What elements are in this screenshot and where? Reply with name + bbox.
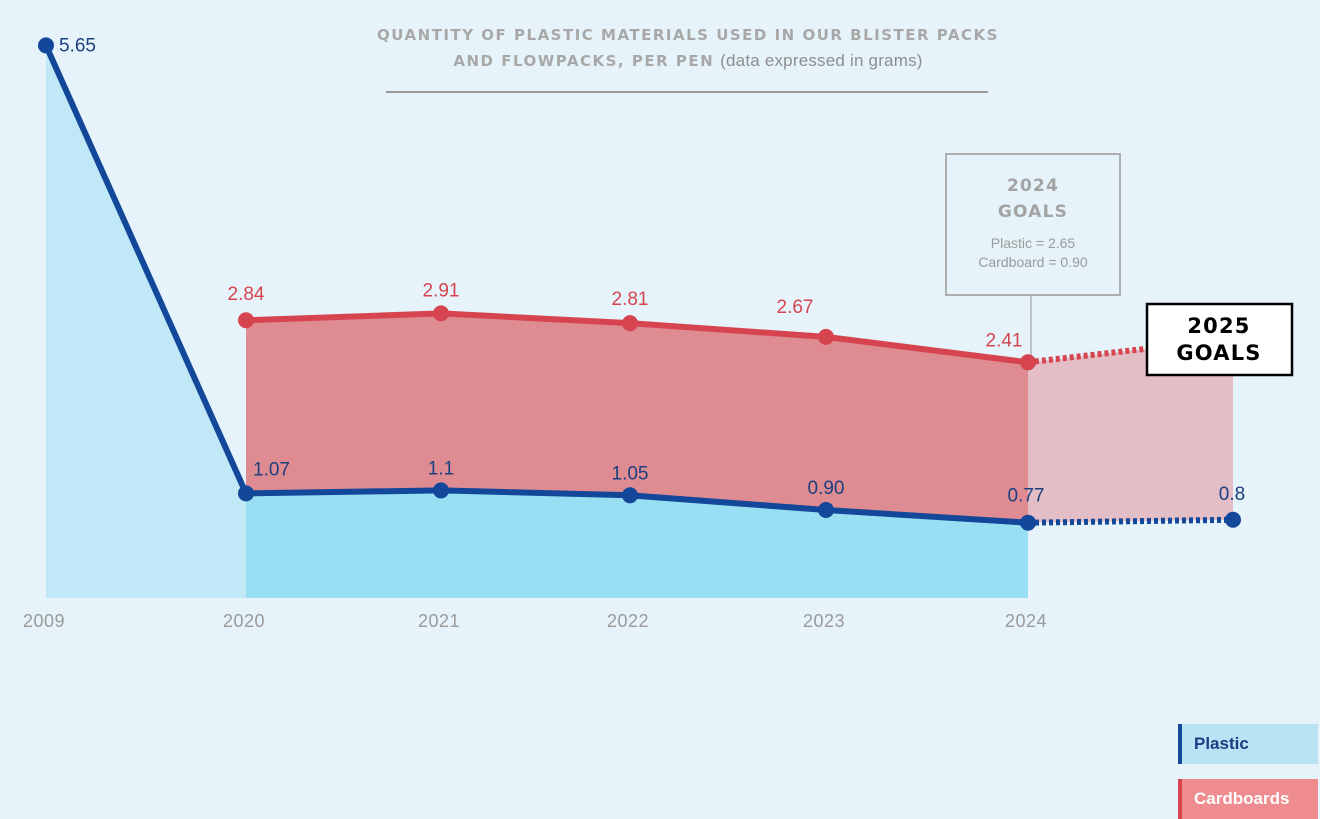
- plastic-point-6: [1225, 511, 1241, 528]
- cardboard-value-label-4: 2.67: [777, 297, 814, 318]
- plastic-area-early: [46, 45, 246, 599]
- x-tick-2023: 2023: [803, 611, 845, 631]
- goals-2025-heading-2: GOALS: [1176, 341, 1261, 365]
- x-tick-2024: 2024: [1005, 611, 1047, 631]
- plastic-point-3: [622, 487, 638, 504]
- plastic-line: [43, 42, 1031, 526]
- x-tick-2020: 2020: [223, 611, 265, 631]
- legend-cardboards: Cardboards: [1178, 779, 1318, 819]
- plastic-point-1: [238, 485, 254, 502]
- cardboard-value-label-5: 2.41: [986, 330, 1023, 351]
- plastic-value-label-1: 1.07: [253, 459, 290, 480]
- plastic-value-label-4: 0.90: [808, 478, 845, 499]
- legend-plastic: Plastic: [1178, 724, 1318, 764]
- goal-connectors: [1030, 296, 1234, 376]
- x-tick-2022: 2022: [607, 611, 649, 631]
- plastic-value-label-6: 0.8: [1219, 484, 1245, 505]
- goals-2025-heading-1: 2025: [1187, 314, 1250, 338]
- cardboard-value-label-3: 2.81: [612, 289, 649, 310]
- goals-2025-frame: [1145, 302, 1294, 377]
- goals-2025-box: 2025 GOALS: [1145, 302, 1294, 377]
- goals-2024-plastic: Plastic = 2.65: [991, 235, 1076, 251]
- plastic-value-label-3: 1.05: [612, 463, 649, 484]
- goals-2024-frame: [945, 153, 1121, 296]
- plastic-value-label-2: 1.1: [428, 458, 454, 479]
- plastic-point-2: [433, 482, 449, 499]
- x-tick-2009: 2009: [23, 611, 65, 631]
- cardboard-point-3: [622, 315, 638, 332]
- cardboard-point-2: [433, 305, 449, 322]
- area-fills: [46, 45, 1233, 599]
- goals-2024-cardboard: Cardboard = 0.90: [978, 254, 1088, 270]
- cardboard-value-label-1: 2.84: [228, 284, 265, 305]
- chart-title-line-1: QUANTITY OF PLASTIC MATERIALS USED IN OU…: [377, 26, 999, 44]
- plastic-value-label-0: 5.65: [59, 35, 96, 56]
- goals-2024-heading-1: 2024: [1007, 176, 1059, 196]
- goals-2024-heading-2: GOALS: [998, 202, 1068, 222]
- plastic-point-4: [818, 501, 834, 518]
- plastic-value-label-5: 0.77: [1008, 486, 1045, 507]
- plastic-goal-line: [1027, 516, 1234, 526]
- cardboard-point-5: [1020, 354, 1036, 371]
- plastic-area: [246, 490, 1028, 598]
- goal-projection-area: [1028, 338, 1233, 523]
- data-labels: 5.65 1.07 2.84 1.1 2.91 1.05 2.81 0.90 2.67 0.77 2…: [59, 35, 1245, 506]
- cardboard-point-4: [818, 328, 834, 345]
- chart-title-line-2: AND FLOWPACKS, PER PEN (data expressed in…: [453, 51, 922, 70]
- cardboard-point-1: [238, 312, 254, 329]
- cardboard-area: [246, 313, 1028, 523]
- plastic-point-5: [1020, 514, 1036, 531]
- chart-title-line-2-main: AND FLOWPACKS, PER PEN: [453, 52, 714, 70]
- goals-2024-box: 2024 GOALS Plastic = 2.65 Cardboard = 0.…: [945, 153, 1121, 296]
- chart-title-note: (data expressed in grams): [720, 51, 922, 70]
- plastic-point-0: [38, 37, 54, 54]
- x-tick-2021: 2021: [418, 611, 460, 631]
- data-points: [38, 37, 1241, 531]
- x-axis-ticks: 2009 2020 2021 2022 2023 2024: [23, 611, 1047, 631]
- cardboard-value-label-2: 2.91: [423, 280, 460, 301]
